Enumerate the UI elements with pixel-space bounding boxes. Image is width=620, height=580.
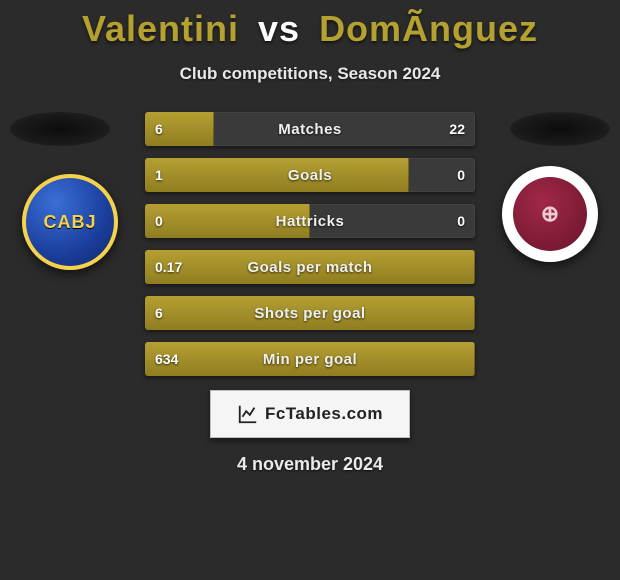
club-badge-right-inner: ⊕ (513, 177, 587, 251)
stat-label: Shots per goal (145, 296, 475, 330)
stat-label: Min per goal (145, 342, 475, 376)
subtitle: Club competitions, Season 2024 (0, 64, 620, 84)
halo-left (10, 112, 110, 146)
club-badge-right: ⊕ (502, 166, 598, 262)
vs-text: vs (258, 8, 300, 49)
date-text: 4 november 2024 (0, 454, 620, 475)
player1-name: Valentini (82, 8, 239, 49)
club-badge-left-label: CABJ (43, 212, 96, 233)
brand-logo: FcTables.com (237, 403, 383, 425)
stat-row: 0Hattricks0 (145, 204, 475, 238)
stat-value-right: 0 (447, 158, 475, 192)
brand-box: FcTables.com (210, 390, 410, 438)
stat-label: Goals per match (145, 250, 475, 284)
stat-label: Matches (145, 112, 475, 146)
halo-right (510, 112, 610, 146)
stat-value-right: 22 (439, 112, 475, 146)
chart-icon (237, 403, 259, 425)
stat-row: 0.17Goals per match (145, 250, 475, 284)
player2-name: DomÃ­nguez (319, 8, 538, 49)
stat-value-right: 0 (447, 204, 475, 238)
brand-text: FcTables.com (265, 404, 383, 424)
comparison-panel: CABJ ⊕ 6Matches221Goals00Hattricks00.17G… (0, 112, 620, 475)
stat-row: 6Matches22 (145, 112, 475, 146)
page-title: Valentini vs DomÃ­nguez (0, 0, 620, 50)
club-badge-left: CABJ (22, 174, 118, 270)
stat-row: 6Shots per goal (145, 296, 475, 330)
stat-row: 634Min per goal (145, 342, 475, 376)
stat-bars: 6Matches221Goals00Hattricks00.17Goals pe… (145, 112, 475, 376)
stat-label: Hattricks (145, 204, 475, 238)
stat-row: 1Goals0 (145, 158, 475, 192)
stat-label: Goals (145, 158, 475, 192)
